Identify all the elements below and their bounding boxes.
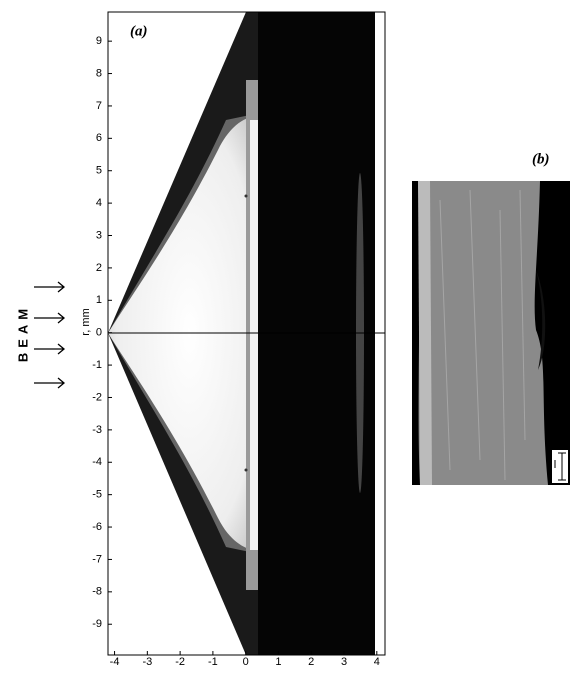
y-tick-label: 6	[96, 132, 102, 144]
y-tick-label: 2	[96, 262, 102, 274]
x-tick-label: -4	[110, 656, 120, 668]
x-tick-label: -3	[142, 656, 152, 668]
y-tick-label: -8	[92, 586, 102, 598]
y-tick-label: -3	[92, 424, 102, 436]
y-tick-label: -9	[92, 618, 102, 630]
panel-b-label: (b)	[532, 151, 550, 167]
y-tick-label: 0	[96, 327, 102, 339]
y-tick-label: -5	[92, 489, 102, 501]
y-tick-label: 7	[96, 100, 102, 112]
panel-a-label: (a)	[130, 23, 148, 39]
y-tick-label: 1	[96, 294, 102, 306]
y-tick-label: 9	[96, 35, 102, 47]
y-tick-label: 4	[96, 197, 102, 209]
panel-b-image	[412, 181, 570, 485]
y-tick-label: -4	[92, 456, 102, 468]
x-tick-label: 0	[243, 656, 249, 668]
panel-a-image	[108, 12, 385, 655]
beam-arrows	[34, 282, 64, 388]
x-tick-label: 2	[308, 656, 314, 668]
y-tick-label: 8	[96, 67, 102, 79]
y-tick-label: -2	[92, 391, 102, 403]
y-axis-label: r, mm	[80, 308, 92, 336]
figure: (a) r, mm -4 -3 -2 -1 0 1 2 3 4 -9 -8 -7 -6 -5 -4 -3 -2 -…	[0, 0, 574, 668]
beam-label: BEAM	[15, 304, 30, 362]
y-tick-label: -7	[92, 553, 102, 565]
y-tick-label: 5	[96, 165, 102, 177]
x-tick-label: -1	[208, 656, 218, 668]
x-tick-label: 4	[374, 656, 380, 668]
x-tick-label: -2	[175, 656, 185, 668]
x-tick-label: 1	[275, 656, 281, 668]
y-tick-label: -6	[92, 521, 102, 533]
y-tick-label: -1	[92, 359, 102, 371]
y-tick-label: 3	[96, 229, 102, 241]
x-tick-label: 3	[341, 656, 347, 668]
